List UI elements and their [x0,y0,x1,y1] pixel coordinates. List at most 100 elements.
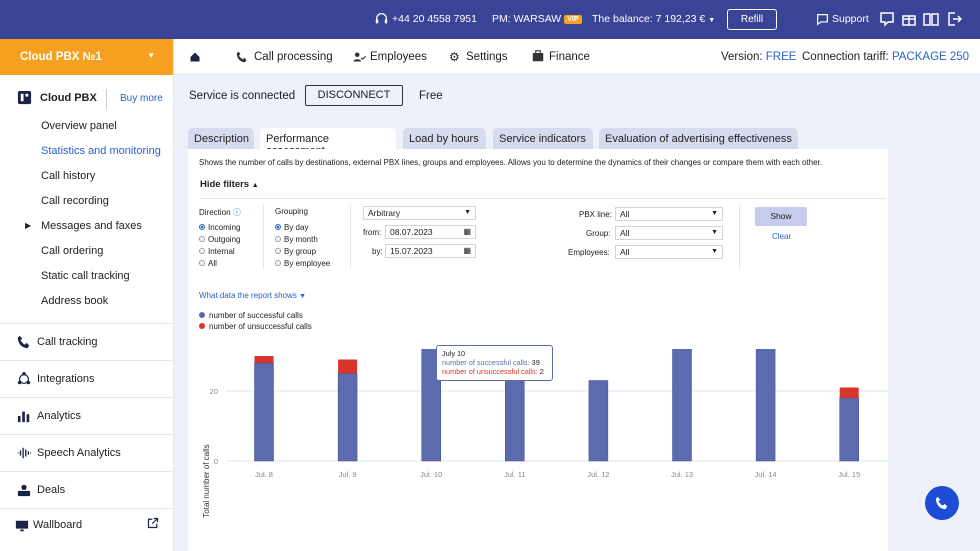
version-label: Version: [721,51,763,63]
date-value: 15.07.2023 [390,246,433,256]
tab-advertising-effectiveness[interactable]: Evaluation of advertising effectiveness [599,128,798,150]
radio-by-group[interactable]: By group [275,247,316,256]
radio-internal[interactable]: Internal [199,247,235,256]
legend-dot [199,323,205,329]
disconnect-button[interactable]: DISCONNECT [305,85,403,106]
buy-more-link[interactable]: Buy more [120,93,163,104]
section-cloud-pbx[interactable]: Cloud PBX [40,92,97,104]
radio-outgoing[interactable]: Outgoing [199,235,240,244]
sidebar-section-speech-analytics[interactable]: Speech Analytics [0,434,174,471]
gift-icon[interactable] [901,11,917,27]
radio-dot [275,224,281,230]
book-icon[interactable] [923,11,939,27]
sidebar-item-call-history[interactable]: Call history [41,170,96,182]
bar-successful [254,362,274,462]
support-link[interactable]: Support [832,13,869,25]
group-select[interactable]: All ▼ [615,226,723,240]
divider [350,205,351,269]
balance[interactable]: The balance: 7 192,23 € ▼ [592,13,715,25]
hide-filters-label: Hide filters [200,179,250,190]
chevron-down-icon: ▼ [711,248,718,255]
sidebar-section-analytics[interactable]: Analytics [0,397,174,434]
tariff-label: Connection tariff: [802,51,889,63]
pm-location[interactable]: PM: WARSAW VIP [492,13,582,25]
sidebar-item-call-recording[interactable]: Call recording [41,195,109,207]
bar-successful [672,349,692,462]
sidebar-item-call-ordering[interactable]: Call ordering [41,245,104,257]
logout-icon[interactable] [946,11,962,27]
divider [106,89,107,109]
x-tick-label: Jul. 9 [339,470,357,479]
version-value[interactable]: FREE [765,51,797,63]
info-icon[interactable]: ⓘ [232,208,241,217]
employees-select[interactable]: All ▼ [615,245,723,259]
tab-description[interactable]: Description [188,128,254,150]
radio-by-employee[interactable]: By employee [275,259,330,268]
radio-incoming[interactable]: Incoming [199,223,240,232]
from-date-input[interactable]: 08.07.2023 ▦ [385,225,476,239]
what-data-link[interactable]: What data the report shows ▼ [199,291,306,300]
section-label: Analytics [37,410,82,422]
phone-icon [935,496,948,510]
home-icon[interactable] [189,51,201,63]
chevron-right-icon[interactable]: ▶ [25,221,32,230]
nav-call-processing[interactable]: Call processing [254,51,333,63]
sidebar-section-deals[interactable]: Deals [0,471,174,508]
refill-button[interactable]: Refill [727,9,777,30]
direction-text: Direction [199,208,231,217]
account-selector[interactable]: Cloud PBX №1 ▼ [0,39,173,75]
sidebar-item-address-book[interactable]: Address book [41,295,109,307]
call-fab-button[interactable] [925,486,959,520]
chat-icon[interactable] [816,13,829,26]
nav-settings[interactable]: Settings [466,51,508,63]
x-tick-label: Jul. 11 [504,470,526,479]
nav-finance[interactable]: Finance [549,51,590,63]
tab-service-indicators[interactable]: Service indicators [493,128,593,150]
sidebar-item-overview[interactable]: Overview panel [41,120,117,132]
sidebar-item-statistics[interactable]: Statistics and monitoring [41,145,161,157]
divider [263,205,264,269]
pbx-line-select[interactable]: All ▼ [615,207,723,221]
phone-number[interactable]: +44 20 4558 7951 [392,13,477,25]
monitor-icon [15,520,29,532]
nav-employees[interactable]: Employees [370,51,427,63]
radio-dot [275,236,281,242]
top-nav: Call processing Employees ⚙ Settings Fin… [174,39,980,75]
legend-label: number of successful calls [209,311,303,320]
pbx-icon [17,90,32,105]
tooltip-date: July 10 [442,349,466,358]
period-select[interactable]: Arbitrary ▼ [363,206,476,220]
tariff-value[interactable]: PACKAGE 250 [891,51,970,63]
deals-icon [17,484,31,497]
radio-all[interactable]: All [199,259,217,268]
tooltip-label: number of unsuccessful calls: [442,367,538,376]
radio-by-day[interactable]: By day [275,223,308,232]
service-status: Service is connected [189,90,296,102]
select-value: All [620,209,630,219]
radio-dot [199,224,205,230]
radio-dot [275,248,281,254]
tab-performance-assessment[interactable]: Performance assessment [260,128,396,157]
calendar-icon[interactable]: ▦ [463,227,471,236]
radio-label: By day [284,223,309,232]
to-date-input[interactable]: 15.07.2023 ▦ [385,244,476,258]
tab-load-by-hours[interactable]: Load by hours [403,128,486,150]
sidebar-section-integrations[interactable]: Integrations [0,360,174,397]
sidebar-item-static-tracking[interactable]: Static call tracking [41,270,130,282]
sidebar-item-messages[interactable]: Messages and faxes [41,220,142,232]
y-axis-label: Total number of calls [202,444,211,517]
clear-link[interactable]: Clear [772,232,792,241]
headset-icon[interactable] [375,12,388,25]
radio-by-month[interactable]: By month [275,235,318,244]
external-link-icon[interactable] [147,517,159,529]
show-button[interactable]: Show [755,207,807,226]
integrations-icon [17,372,31,385]
sidebar-section-wallboard[interactable]: Wallboard [0,508,174,545]
sidebar-section-call-tracking[interactable]: Call tracking [0,323,174,360]
chevron-down-icon: ▼ [711,229,718,236]
comment-icon[interactable] [879,11,895,27]
hide-filters-toggle[interactable]: Hide filters ▲ [200,179,259,190]
calendar-icon[interactable]: ▦ [463,246,471,255]
report-description: Shows the number of calls by destination… [199,158,822,167]
radio-dot [199,236,205,242]
